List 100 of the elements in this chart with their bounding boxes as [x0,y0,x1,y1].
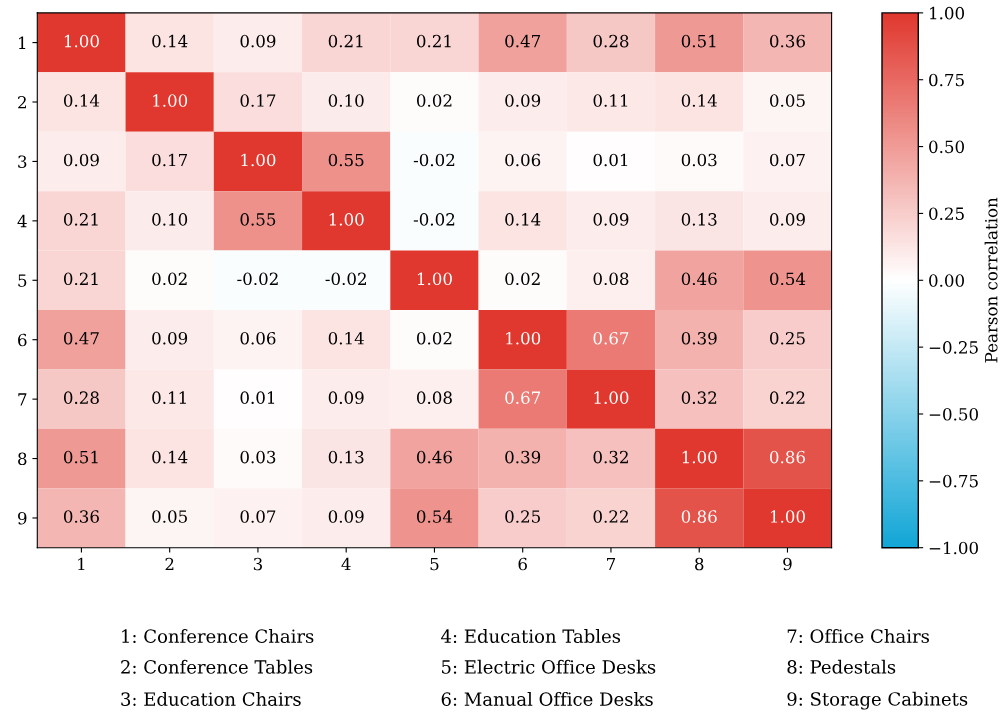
text: 7: Office Chairs [787,629,929,644]
data-label: 0.08 [593,272,629,286]
data-label: 0.55 [328,153,364,167]
data-label: 0.17 [152,153,188,167]
data-label: 0.05 [770,94,805,107]
data-label: 0.36 [63,510,99,523]
data-label: 0.21 [63,213,98,226]
data-label: 0.07 [240,510,276,523]
y-tick-label: 8 [18,452,27,466]
y-tick-label: 7 [18,393,27,406]
data-label: 0.21 [328,34,363,48]
text: 9: Storage Cabinets [787,691,968,710]
data-label: 0.47 [63,331,99,345]
data-label: 0.54 [416,510,453,523]
data-label: 0.17 [240,94,276,107]
data-label: 0.14 [505,213,541,226]
data-label: 0.86 [681,510,717,523]
data-label: 0.09 [505,94,541,107]
data-label: 0.25 [770,331,805,345]
data-label: 0.21 [63,272,98,286]
data-label: 0.22 [770,391,805,404]
y-tick-label: 6 [18,333,27,347]
data-label: 0.03 [240,450,276,464]
color-bar-label: −0.25 [929,341,978,354]
x-tick-label: 8 [695,557,704,571]
data-label: 0.22 [593,510,628,523]
x-tick-label: 3 [253,557,262,571]
data-label: 0.13 [328,450,364,464]
x-tick-label: 7 [607,557,616,571]
color-bar-label: 0.00 [929,274,965,287]
text: 2: Conference Tables [121,659,313,674]
data-label: 0.14 [63,94,100,107]
data-label: 0.06 [240,331,276,345]
color-bar-title: Pearson correlation [984,197,998,363]
data-label: 0.11 [152,391,186,404]
x-tick-label: 2 [165,557,174,571]
data-label: 0.11 [593,94,628,107]
text: 5: Electric Office Desks [442,659,656,674]
data-label: 0.39 [681,331,717,345]
color-bar-label: −0.50 [929,407,978,421]
data-label: 0.36 [770,34,805,48]
data-label: 1.00 [241,153,276,167]
data-label: 1.00 [153,94,188,107]
data-label: 0.13 [681,213,717,226]
data-label: 0.54 [770,272,806,286]
data-label: -0.02 [413,153,455,167]
data-label: 0.51 [63,450,98,464]
data-label: 0.86 [770,450,805,464]
text: 1: Conference Chairs [122,629,314,644]
data-label: 0.06 [505,153,541,167]
y-tick-label: 2 [18,95,26,109]
y-tick-label: 1 [19,36,26,49]
color-bar-label: 0.75 [929,73,964,87]
data-label: 0.02 [416,331,452,345]
color-bar-label: −1.00 [929,541,978,555]
data-label: 0.09 [770,213,805,226]
text: 6: Manual Office Desks [441,691,653,706]
data-label: 0.09 [63,153,99,167]
data-label: 0.51 [681,34,716,48]
data-label: -0.02 [325,272,366,286]
y-tick-label: 5 [18,274,27,287]
data-label: 0.02 [505,272,540,286]
data-label: 1.00 [594,391,629,404]
x-tick-label: 4 [341,557,351,571]
data-label: 0.09 [328,510,364,523]
data-label: 0.09 [152,331,188,345]
data-label: 1.00 [417,272,452,286]
data-label: 0.03 [681,153,717,167]
data-label: 0.32 [593,450,628,464]
color-bar-label: 0.25 [929,207,964,220]
data-label: 1.00 [682,450,717,464]
data-label: 0.25 [505,510,540,523]
data-label: 0.28 [593,34,629,48]
data-label: 1.00 [506,331,541,345]
data-label: 0.14 [152,34,188,48]
data-label: 0.10 [152,213,188,226]
data-label: -0.02 [237,272,278,286]
x-tick-label: 1 [78,557,85,571]
data-label: 0.14 [152,450,188,464]
data-label: 0.02 [152,272,187,286]
data-label: 0.46 [681,272,717,286]
data-label: 0.21 [416,34,451,48]
text: 4: Education Tables [441,629,621,644]
data-label: 0.39 [505,450,541,464]
data-label: 1.00 [64,34,99,48]
data-label: 0.09 [328,391,364,404]
data-label: 0.55 [240,213,276,226]
data-label: 0.10 [328,94,364,107]
data-label: 0.14 [328,331,364,345]
data-label: 0.08 [416,391,452,404]
data-label: -0.02 [413,213,455,226]
data-label: 0.07 [770,153,805,167]
data-label: 0.32 [681,391,717,404]
x-tick-label: 5 [430,557,439,571]
data-label: 0.46 [416,450,452,464]
data-label: 0.14 [681,94,717,107]
x-tick-label: 9 [783,557,792,571]
color-bar-label: −0.75 [929,474,978,488]
y-tick-label: 4 [17,214,27,228]
data-label: 0.01 [593,153,628,167]
